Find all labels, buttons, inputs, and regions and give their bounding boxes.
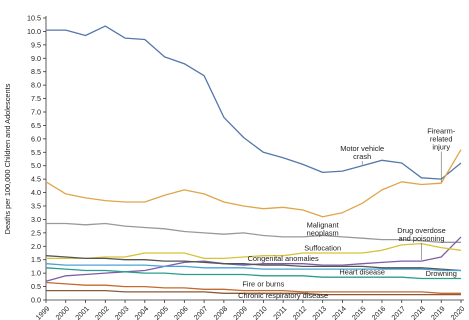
y-tick-label: 4.5 bbox=[31, 175, 41, 184]
x-tick-label: 2001 bbox=[73, 304, 91, 320]
series-line-suffocation bbox=[46, 242, 462, 260]
y-axis-ticks: 0.0 0.5 1.0 1.5 2.0 2.5 3.0 3.5 4.0 4.5 5.0 5.5 6.0 6… bbox=[27, 14, 46, 305]
series-lines bbox=[45, 25, 462, 296]
series-line-firearm-related-injury bbox=[45, 149, 462, 218]
x-tick-label: 2005 bbox=[152, 304, 170, 320]
annotation-malignant-neoplasm: Malignant neoplasm bbox=[307, 220, 339, 237]
x-tick-label: 2004 bbox=[133, 304, 151, 320]
x-tick-label: 1999 bbox=[34, 304, 52, 320]
y-tick-label: 5.0 bbox=[31, 161, 41, 170]
y-tick-label: 3.5 bbox=[31, 202, 41, 211]
y-tick-label: 9.0 bbox=[31, 54, 41, 63]
y-tick-label: 10.5 bbox=[27, 14, 41, 23]
y-tick-label: 5.5 bbox=[31, 148, 41, 157]
x-tick-label: 2009 bbox=[231, 304, 249, 320]
series-line-drowning bbox=[45, 263, 461, 272]
y-tick-label: 6.5 bbox=[31, 121, 41, 130]
y-tick-label: 8.0 bbox=[31, 81, 41, 90]
annotation-chronic-respiratory-disease: Chronic respiratory disease bbox=[238, 291, 328, 300]
y-axis-label: Deaths per 100,000 Children and Adolesce… bbox=[3, 83, 12, 234]
x-tick-label: 2019 bbox=[429, 304, 447, 320]
annotation-drug-overdose-and-poisoning: Drug overdose and poisoning bbox=[397, 226, 445, 243]
y-tick-label: 3.0 bbox=[31, 215, 41, 224]
x-tick-label: 2012 bbox=[291, 304, 309, 320]
y-tick-label: 1.0 bbox=[31, 269, 41, 278]
x-tick-label: 2000 bbox=[53, 304, 71, 320]
y-tick-label: 10.0 bbox=[27, 27, 41, 36]
x-tick-label: 2002 bbox=[93, 304, 111, 320]
y-tick-label: 0.5 bbox=[31, 282, 41, 291]
series-line-malignant-neoplasm bbox=[46, 222, 461, 243]
series-line-chronic-respiratory-disease bbox=[46, 289, 461, 296]
annotation-drowning: Drowning bbox=[426, 269, 457, 278]
x-tick-label: 2017 bbox=[389, 304, 407, 320]
x-tick-label: 2006 bbox=[172, 304, 190, 320]
y-tick-label: 9.5 bbox=[31, 40, 41, 49]
x-tick-label: 2003 bbox=[113, 304, 131, 320]
annotation-motor-vehicle-crash: Motor vehicle crash bbox=[340, 144, 384, 161]
x-tick-label: 2010 bbox=[251, 304, 269, 320]
y-tick-label: 2.0 bbox=[31, 242, 41, 251]
x-tick-label: 2020 bbox=[449, 304, 467, 320]
y-tick-label: 7.0 bbox=[31, 108, 41, 117]
y-tick-label: 2.5 bbox=[31, 228, 41, 237]
x-tick-label: 2016 bbox=[370, 304, 388, 320]
series-line-heart-disease bbox=[45, 267, 461, 280]
series-line-fire-or-burns bbox=[45, 281, 461, 294]
y-tick-label: 1.5 bbox=[31, 255, 41, 264]
series-line-motor-vehicle-crash bbox=[46, 25, 462, 180]
axes bbox=[45, 16, 464, 301]
y-tick-label: 8.5 bbox=[31, 67, 41, 76]
x-axis-ticks: 1999 2000 2001 2002 2003 2004 2005 2006 2007 2008… bbox=[34, 300, 467, 320]
annotation-fire-or-burns: Fire or burns bbox=[242, 280, 284, 289]
x-tick-label: 2007 bbox=[192, 304, 210, 320]
x-tick-label: 2014 bbox=[330, 304, 348, 320]
x-tick-label: 2015 bbox=[350, 304, 368, 320]
x-tick-label: 2018 bbox=[409, 304, 427, 320]
y-tick-label: 4.0 bbox=[31, 188, 41, 197]
x-tick-label: 2011 bbox=[271, 304, 288, 320]
y-tick-label: 0.0 bbox=[31, 296, 41, 305]
annotation-heart-disease: Heart disease bbox=[339, 267, 385, 276]
series-annotations: Motor vehicle crash Firearm-related injury M… bbox=[238, 126, 457, 299]
y-tick-label: 6.0 bbox=[31, 134, 41, 143]
y-tick-label: 7.5 bbox=[31, 94, 41, 103]
series-line-congenital-anomalies bbox=[45, 255, 462, 272]
annotation-suffocation: Suffocation bbox=[304, 243, 341, 252]
x-tick-label: 2013 bbox=[310, 304, 328, 320]
annotation-firearm-related-injury: Firearm-related injury bbox=[427, 126, 455, 151]
annotation-congenital-anomalies: Congenital anomalies bbox=[248, 254, 319, 263]
x-tick-label: 2008 bbox=[212, 304, 230, 320]
